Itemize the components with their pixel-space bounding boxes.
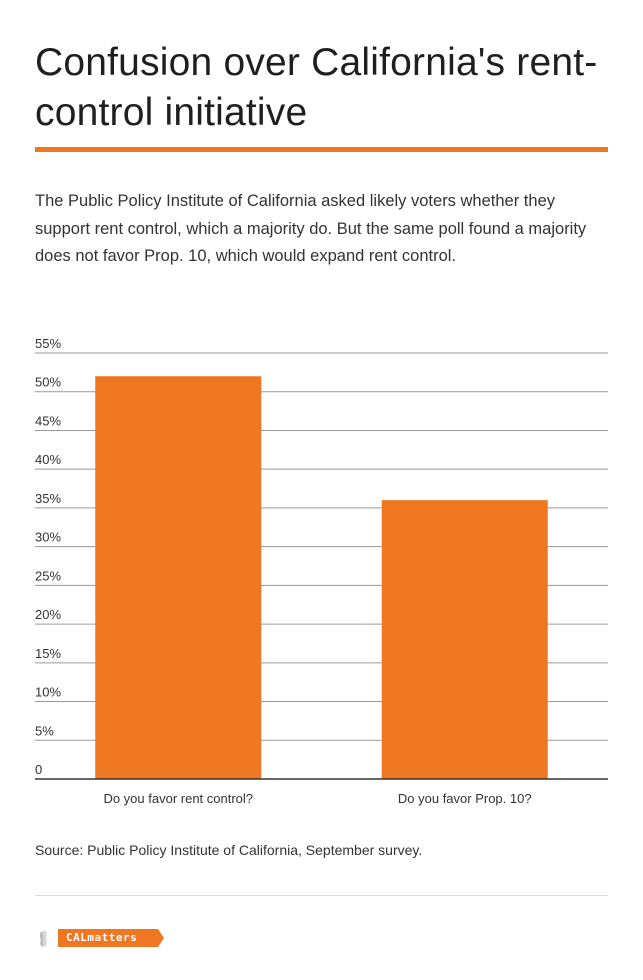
y-tick-label: 0 <box>35 762 42 777</box>
y-tick-label: 10% <box>35 685 61 700</box>
x-tick-label: Do you favor rent control? <box>103 791 253 806</box>
calmatters-logo[interactable]: CALmatters <box>38 926 168 952</box>
bar <box>381 500 548 779</box>
y-tick-label: 20% <box>35 607 61 622</box>
y-tick-label: 45% <box>35 413 61 428</box>
y-tick-label: 25% <box>35 568 61 583</box>
footer-divider <box>35 895 608 896</box>
bar-chart: 0 5% 10% 15% 20% 25% 30% 35% 40% 45% 50% 55% Do you … <box>35 336 608 806</box>
logo-banner-icon <box>39 929 164 948</box>
x-tick-label: Do you favor Prop. 10? <box>398 791 532 806</box>
y-tick-label: 55% <box>35 336 61 351</box>
y-tick-label: 40% <box>35 452 61 467</box>
chart-title: Confusion over California's rent-control… <box>35 41 598 134</box>
source-note: Source: Public Policy Institute of Calif… <box>35 842 423 858</box>
chart-description: The Public Policy Institute of Californi… <box>35 192 587 265</box>
bar <box>95 376 262 779</box>
y-tick-label: 15% <box>35 646 61 661</box>
title-rule <box>35 147 608 152</box>
logo-text: CALmatters <box>66 931 138 944</box>
y-tick-label: 35% <box>35 491 61 506</box>
y-tick-label: 50% <box>35 375 61 390</box>
y-tick-label: 5% <box>35 723 54 738</box>
y-tick-label: 30% <box>35 530 61 545</box>
